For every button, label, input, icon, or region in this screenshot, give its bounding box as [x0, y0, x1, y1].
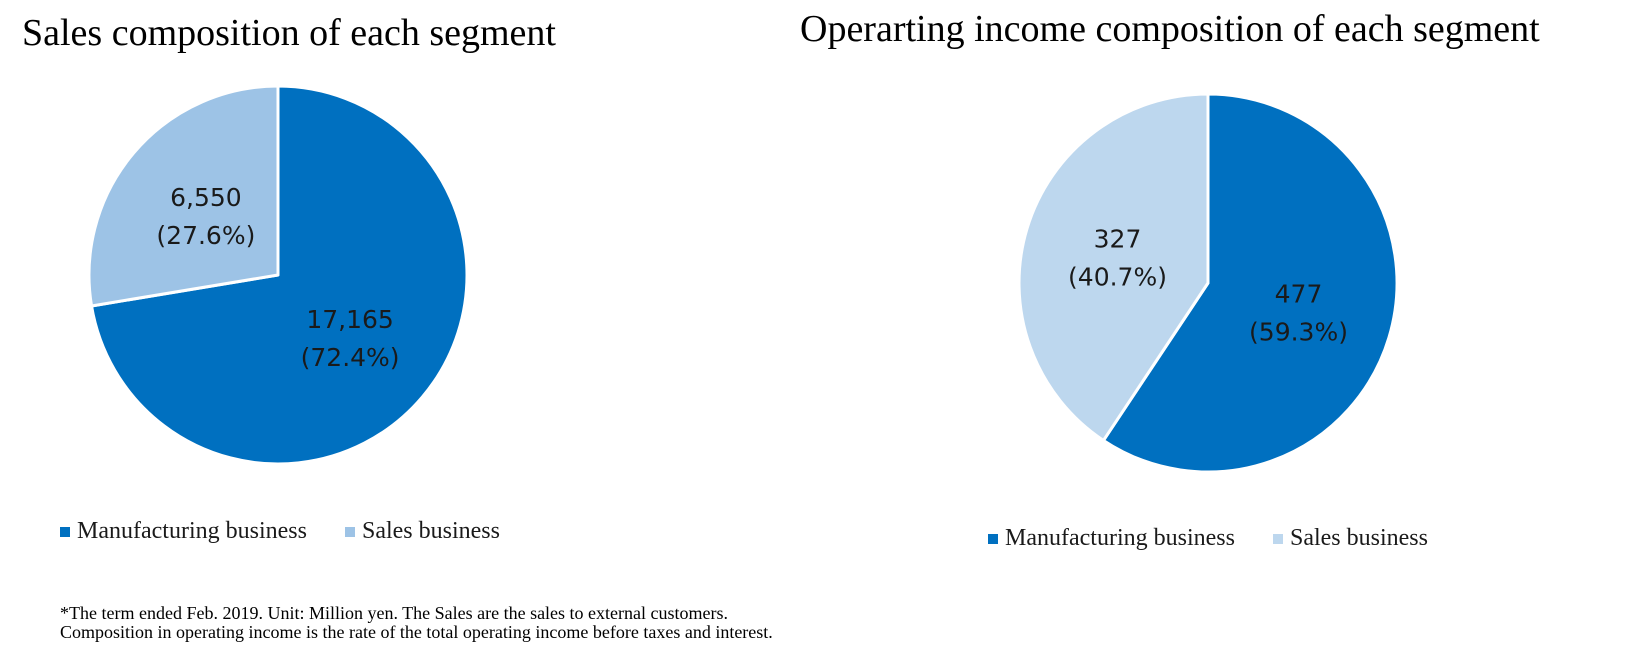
operating-income-chart-title: Operarting income composition of each se…: [800, 8, 1540, 50]
legend-item-sales: Sales business: [344, 518, 500, 545]
slice-data-label: 477 (59.3%): [1249, 279, 1348, 346]
slice-value-label: 327: [1094, 225, 1142, 254]
operating-income-pie-chart: 477 (59.3%) 327 (40.7%): [1017, 92, 1399, 474]
footnote: *The term ended Feb. 2019. Unit: Million…: [60, 604, 773, 642]
slice-value-label: 477: [1275, 279, 1323, 308]
pie-slice-sales: [87, 84, 280, 308]
legend-swatch-manufacturing: [988, 533, 998, 544]
legend-label-manufacturing: Manufacturing business: [1005, 525, 1235, 551]
slice-value-label: 6,550: [170, 183, 242, 212]
sales-chart-title: Sales composition of each segment: [22, 12, 556, 54]
slice-percent-label: (59.3%): [1249, 317, 1348, 346]
slice-data-label: 327 (40.7%): [1068, 225, 1167, 292]
slice-data-label: 17,165 (72.4%): [301, 305, 400, 372]
legend-item-manufacturing: Manufacturing business: [988, 525, 1235, 552]
legend-label-sales: Sales business: [361, 518, 500, 544]
legend-label-sales: Sales business: [1289, 525, 1428, 551]
slice-value-label: 17,165: [306, 305, 393, 334]
slice-percent-label: (72.4%): [301, 343, 400, 372]
legend-swatch-sales: [1272, 533, 1283, 544]
legend-swatch-sales: [344, 526, 355, 537]
slice-percent-label: (40.7%): [1068, 263, 1167, 292]
slice-percent-label: (27.6%): [156, 221, 255, 250]
footnote-line-1: *The term ended Feb. 2019. Unit: Million…: [60, 603, 729, 623]
legend-swatch-manufacturing: [60, 526, 70, 537]
legend-item-manufacturing: Manufacturing business: [60, 518, 307, 545]
sales-chart-legend: Manufacturing business Sales business: [60, 518, 538, 545]
legend-item-sales: Sales business: [1272, 525, 1428, 552]
sales-pie-chart: 17,165 (72.4%) 6,550 (27.6%): [87, 84, 469, 466]
legend-label-manufacturing: Manufacturing business: [77, 518, 307, 544]
pie-slice-sales: [1017, 92, 1210, 442]
operating-income-chart-legend: Manufacturing business Sales business: [988, 525, 1466, 552]
pie-slice-manufacturing: [1101, 92, 1399, 474]
slice-data-label: 6,550 (27.6%): [156, 183, 255, 250]
footnote-line-2: Composition in operating income is the r…: [60, 622, 773, 642]
